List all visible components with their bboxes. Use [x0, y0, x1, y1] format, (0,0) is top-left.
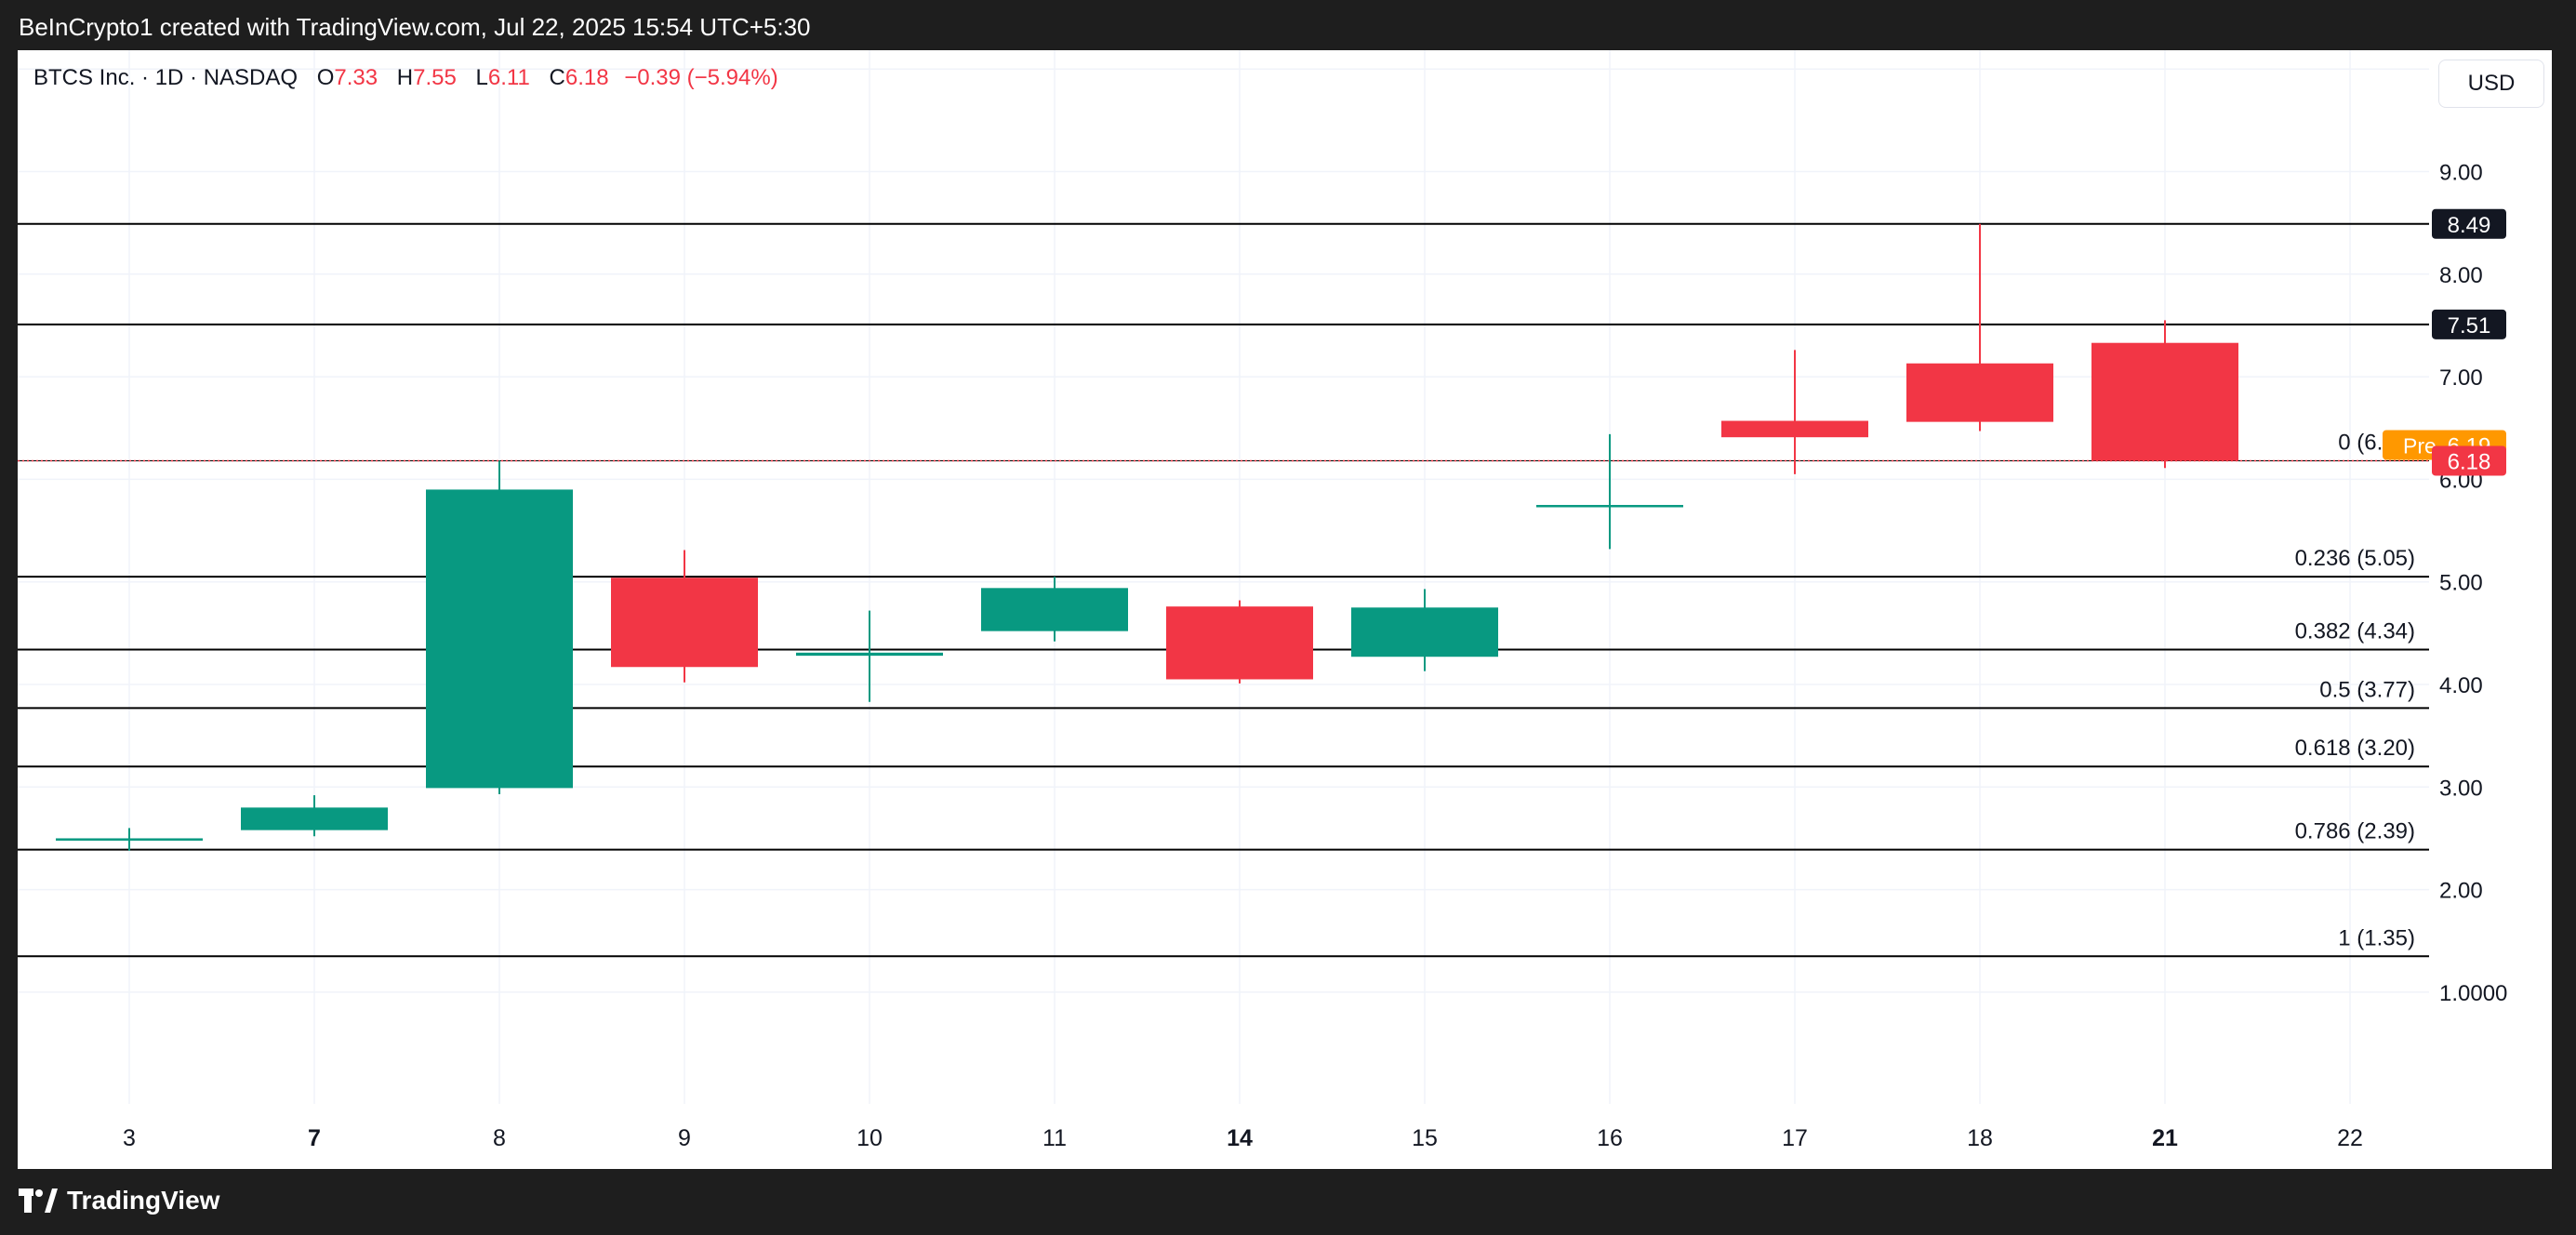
- y-tick-label: 9.00: [2439, 161, 2483, 186]
- fib-level-label: 1 (1.35): [2338, 925, 2415, 950]
- candles: [56, 223, 2238, 851]
- low-label: L: [475, 65, 488, 90]
- open-label: O: [316, 65, 335, 90]
- currency-button[interactable]: USD: [2438, 60, 2544, 108]
- close-label: C: [549, 65, 565, 90]
- candle-3: [56, 828, 203, 851]
- open-value: 7.33: [334, 65, 378, 90]
- x-tick-label: 14: [1227, 1125, 1253, 1151]
- level-badge: 7.51: [2432, 309, 2506, 339]
- y-tick-label: 5.00: [2439, 571, 2483, 596]
- chart-panel[interactable]: 0 (6.18) 0.236 (5.05) 0.382 (4.34) 0.5 (3.7…: [18, 50, 2552, 1169]
- x-tick-label: 8: [493, 1125, 506, 1151]
- candle-7: [241, 795, 388, 837]
- candle-body: [1906, 363, 2053, 422]
- level-badge-text: 8.49: [2448, 213, 2491, 238]
- high-label: H: [396, 65, 414, 90]
- pre-market-label: Pre: [2403, 433, 2437, 458]
- x-tick-label: 3: [123, 1125, 136, 1151]
- close-value: 6.18: [564, 65, 609, 90]
- y-tick-label: 1.0000: [2439, 981, 2507, 1006]
- candle-body: [981, 588, 1128, 631]
- last-price-badge-bg: [2432, 445, 2506, 476]
- candle-11: [981, 577, 1128, 642]
- tradingview-brand[interactable]: TradingView: [19, 1186, 219, 1215]
- candle-body: [56, 838, 203, 841]
- fib-level-label: 0.236 (5.05): [2295, 546, 2415, 571]
- x-tick-label: 22: [2337, 1125, 2363, 1151]
- horizontal-levels: [18, 222, 2429, 325]
- candlestick-chart[interactable]: 0 (6.18)0.236 (5.05)0.382 (4.34)0.5 (3.7…: [18, 50, 2552, 1169]
- x-tick-label: 9: [678, 1125, 691, 1151]
- candle-body: [1166, 606, 1313, 680]
- y-tick-label: 8.00: [2439, 263, 2483, 288]
- candle-body: [426, 489, 573, 789]
- x-axis: 3 7 8 9 10 11 14 15 16 17 18 21 22: [123, 1125, 2363, 1151]
- x-tick-label: 15: [1412, 1125, 1438, 1151]
- brand-name: TradingView: [67, 1186, 220, 1215]
- candle-body: [796, 652, 943, 657]
- y-axis: 10.009.008.007.006.005.004.003.002.001.0…: [2439, 58, 2507, 1006]
- y-tick-label: 4.00: [2439, 673, 2483, 698]
- fib-level-label: 0.618 (3.20): [2295, 736, 2415, 761]
- y-tick-label: 2.00: [2439, 879, 2483, 904]
- candle-body: [1536, 504, 1683, 508]
- fib-level-label: 0.5 (3.77): [2319, 677, 2415, 702]
- level-badge-bg: [2432, 208, 2506, 239]
- x-tick-label: 7: [308, 1125, 321, 1151]
- x-tick-label: 17: [1782, 1125, 1808, 1151]
- x-tick-label: 21: [2152, 1125, 2178, 1151]
- candle-body: [241, 807, 388, 830]
- candle-body: [1721, 420, 1868, 438]
- level-badge-text: 7.51: [2448, 313, 2491, 339]
- candle-8: [426, 460, 573, 795]
- y-tick-label: 7.00: [2439, 365, 2483, 391]
- attribution-bar: BeInCrypto1 created with TradingView.com…: [0, 0, 2576, 50]
- x-tick-label: 16: [1597, 1125, 1623, 1151]
- x-tick-label: 10: [856, 1125, 883, 1151]
- attribution-text: BeInCrypto1 created with TradingView.com…: [19, 13, 811, 41]
- y-tick-label: 3.00: [2439, 776, 2483, 801]
- change-value: −0.39 (−5.94%): [624, 65, 778, 90]
- x-tick-label: 18: [1967, 1125, 1993, 1151]
- fib-level-label: 0.786 (2.39): [2295, 819, 2415, 844]
- x-tick-label: 11: [1042, 1125, 1067, 1151]
- fib-level-label: 0.382 (4.34): [2295, 618, 2415, 644]
- last-price-badge-text: 6.18: [2448, 450, 2491, 475]
- candle-14: [1166, 600, 1313, 684]
- candle-body: [1351, 607, 1498, 657]
- level-badge: 8.49: [2432, 208, 2506, 239]
- symbol-name: BTCS Inc. · 1D · NASDAQ: [33, 65, 299, 90]
- candle-18: [1906, 223, 2053, 432]
- candle-17: [1721, 350, 1868, 474]
- footer-bar: TradingView: [0, 1169, 2576, 1235]
- candle-body: [2091, 342, 2238, 461]
- candle-16: [1536, 433, 1683, 550]
- candle-10: [796, 610, 943, 702]
- symbol-legend: BTCS Inc. · 1D · NASDAQ O7.33 H7.55 L6.1…: [33, 65, 778, 91]
- low-value: 6.11: [487, 65, 530, 90]
- last-price-badge: 6.18: [2432, 445, 2506, 476]
- fibonacci-levels: 0 (6.18)0.236 (5.05)0.382 (4.34)0.5 (3.7…: [18, 431, 2429, 958]
- candle-15: [1351, 589, 1498, 671]
- high-value: 7.55: [413, 65, 457, 90]
- candle-body: [611, 578, 758, 668]
- candle-21: [2091, 320, 2238, 469]
- tradingview-logo-icon: [19, 1189, 58, 1213]
- level-badge-bg: [2432, 309, 2506, 339]
- candle-9: [611, 550, 758, 683]
